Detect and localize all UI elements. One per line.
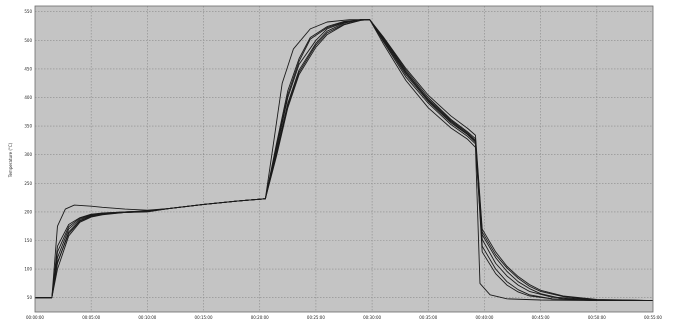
series-line-4 <box>35 19 654 302</box>
x-tick-label: 00:10:00 <box>138 315 156 320</box>
x-tick-label: 00:55:00 <box>644 315 662 320</box>
grid-lines <box>35 6 653 312</box>
y-tick-label: 200 <box>24 209 32 214</box>
x-tick-label: 00:25:00 <box>307 315 325 320</box>
series-line-5 <box>35 19 654 302</box>
series-line-7 <box>35 19 654 302</box>
y-tick-label: 350 <box>24 124 32 129</box>
y-tick-label: 300 <box>24 152 32 157</box>
x-tick-label: 00:30:00 <box>363 315 381 320</box>
x-tick-label: 00:00:00 <box>26 315 44 320</box>
x-tick-label: 00:15:00 <box>195 315 213 320</box>
plot-background <box>35 6 653 312</box>
y-tick-label: 550 <box>24 9 32 14</box>
series-line-3 <box>35 19 653 302</box>
series-line-6 <box>35 19 653 302</box>
y-tick-label: 100 <box>24 267 32 272</box>
y-axis-ticks: 50 100 150 200 250 300 350 400 450 500 550 <box>24 9 32 300</box>
x-tick-label: 00:40:00 <box>475 315 493 320</box>
y-tick-label: 250 <box>24 181 32 186</box>
y-tick-label: 450 <box>24 66 32 71</box>
x-tick-label: 00:45:00 <box>532 315 550 320</box>
plot-frame <box>34 5 654 313</box>
x-tick-label: 00:50:00 <box>588 315 606 320</box>
x-axis-ticks: 00:00:00 00:05:00 00:10:00 00:15:00 00:20:00… <box>26 315 662 320</box>
series-lines <box>35 19 654 302</box>
y-axis-label: Temperature (°C) <box>8 142 13 178</box>
x-tick-label: 00:05:00 <box>82 315 100 320</box>
x-tick-label: 00:20:00 <box>251 315 269 320</box>
y-tick-label: 150 <box>24 238 32 243</box>
y-tick-label: 50 <box>27 295 33 300</box>
y-tick-label: 400 <box>24 95 32 100</box>
x-tick-label: 00:35:00 <box>419 315 437 320</box>
y-tick-label: 500 <box>24 38 32 43</box>
